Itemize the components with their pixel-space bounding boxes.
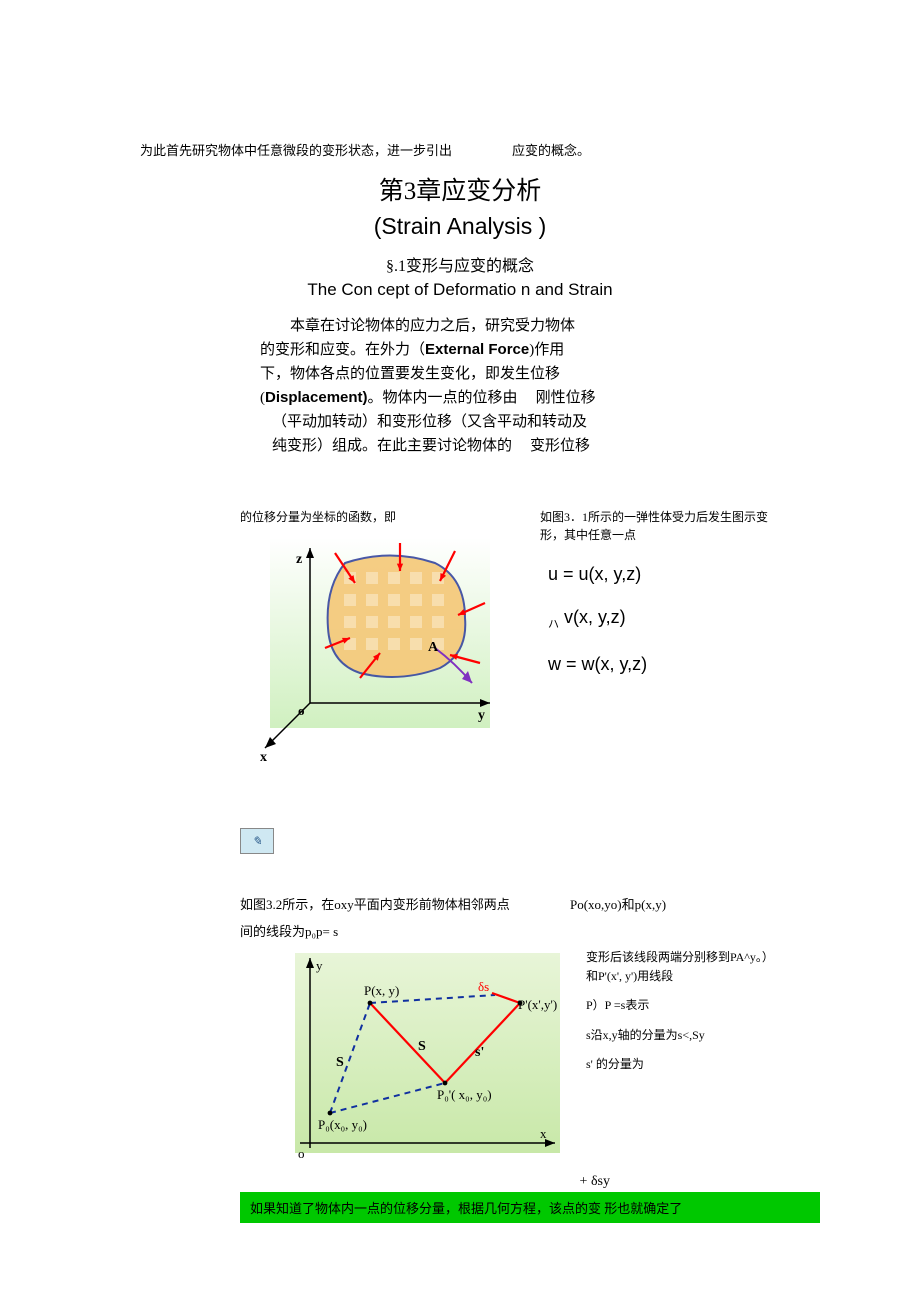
main-paragraph: 本章在讨论物体的应力之后，研究受力物体 的变形和应变。在外力（External … xyxy=(260,314,660,458)
green-highlight: 如果知道了物体内一点的位移分量，根据几何方程，该点的变 形也就确定了 xyxy=(240,1192,820,1223)
intro-line: 为此首先研究物体中任意微段的变形状态，进一步引出 应变的概念。 xyxy=(140,140,780,159)
fig2-r3: s沿x,y轴的分量为s<,Sy xyxy=(586,1026,776,1045)
equation-v: ハ v(x, y,z) xyxy=(548,607,780,632)
fig2-intro-p1: 如图3.2所示，在oxy平面内变形前物体相邻两点 xyxy=(240,894,550,913)
svg-text:o: o xyxy=(298,1146,305,1161)
svg-text:S: S xyxy=(418,1039,426,1054)
svg-text:z: z xyxy=(296,552,302,567)
fig2-r2: P）P =s表示 xyxy=(586,996,776,1015)
intro-part1: 为此首先研究物体中任意微段的变形状态，进一步引出 xyxy=(140,140,452,159)
svg-text:δs: δs xyxy=(478,979,489,994)
equation-w: w = w(x, y,z) xyxy=(548,654,780,675)
svg-text:P'(x',y'): P'(x',y') xyxy=(518,997,557,1012)
figure1-svg: z y x o A xyxy=(240,533,510,763)
equation-u: u = u(x, y,z) xyxy=(548,564,780,585)
svg-text:x: x xyxy=(540,1126,547,1141)
fig2-intro-p2: Po(xo,yo)和p(x,y) xyxy=(570,894,666,913)
term-displacement: Displacement) xyxy=(265,389,368,406)
figure2-area: y x o P(x, y) δs P'(x',y') S Ss' P₀'( x₀, y₀) P₀(… xyxy=(270,948,780,1168)
svg-text:P₀'( x₀, y₀): P₀'( x₀, y₀) xyxy=(437,1087,492,1102)
delta-equation: + δsy xyxy=(140,1174,780,1190)
svg-text:S: S xyxy=(336,1055,344,1070)
svg-text:o: o xyxy=(298,703,305,718)
chapter-title-en: (Strain Analysis ) xyxy=(140,213,780,240)
figure1-caption: 的位移分量为坐标的函数，即 xyxy=(240,508,510,525)
figure2-svg: y x o P(x, y) δs P'(x',y') S Ss' P₀'( x₀, y₀) P₀(… xyxy=(270,948,570,1168)
svg-text:s': s' xyxy=(475,1045,484,1060)
svg-text:y: y xyxy=(478,708,485,723)
figure1-right-column: 如图3．1所示的一弹性体受力后发生图示变形，其中任意一点 u = u(x, y,… xyxy=(540,508,780,697)
fig2-intro-line2: 间的线段为p₀p= s xyxy=(240,921,780,940)
term-external-force: External Force xyxy=(425,341,529,358)
svg-text:A: A xyxy=(428,640,439,655)
section-title-ch: §.1变形与应变的概念 xyxy=(140,252,780,276)
decorative-icon: ✎ xyxy=(240,828,274,854)
figure1-text: 如图3．1所示的一弹性体受力后发生图示变形，其中任意一点 xyxy=(540,508,780,544)
figure1-row: 的位移分量为坐标的函数，即 z y x o A 如图3．1所示的一弹性体受力后发生图示变… xyxy=(240,508,780,768)
svg-text:x: x xyxy=(260,750,267,763)
svg-text:P(x, y): P(x, y) xyxy=(364,983,399,998)
chapter-title-ch: 第3章应变分析 xyxy=(140,171,780,207)
svg-text:y: y xyxy=(316,958,323,973)
fig2-r4: s' 的分量为 xyxy=(586,1055,776,1074)
intro-part2: 应变的概念。 xyxy=(512,140,590,159)
svg-text:P₀(x₀, y₀): P₀(x₀, y₀) xyxy=(318,1117,367,1132)
fig2-r1: 变形后该线段两端分别移到PA^y。）和P'(x', y')用线段 xyxy=(586,948,776,986)
figure2-intro: 如图3.2所示，在oxy平面内变形前物体相邻两点 Po(xo,yo)和p(x,y… xyxy=(240,894,780,913)
figure1-wrap: 的位移分量为坐标的函数，即 z y x o A xyxy=(240,508,510,768)
figure2-right-column: 变形后该线段两端分别移到PA^y。）和P'(x', y')用线段 P）P =s表… xyxy=(586,948,776,1084)
section-title-en: The Con cept of Deformatio n and Strain xyxy=(140,280,780,300)
